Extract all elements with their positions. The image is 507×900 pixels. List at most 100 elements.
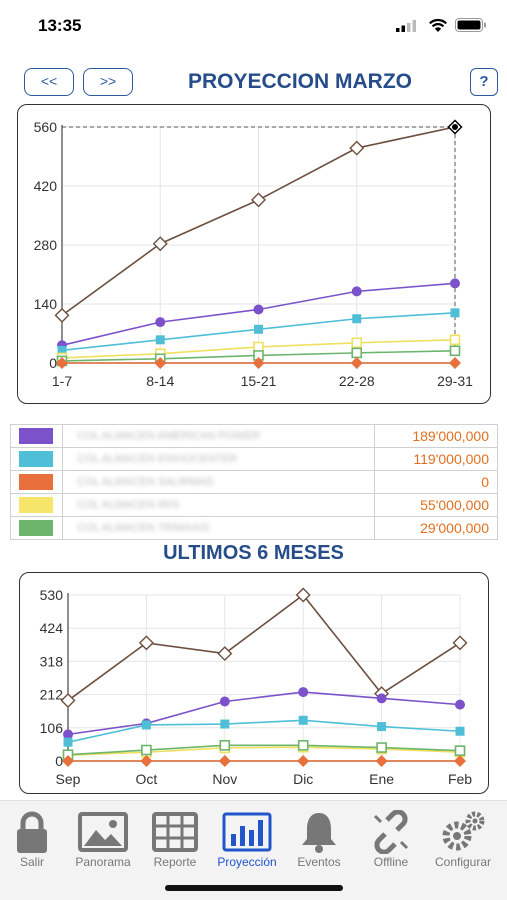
tab-label: Reporte bbox=[153, 855, 197, 869]
legend-color bbox=[19, 474, 53, 490]
y-tick-label: 318 bbox=[40, 653, 64, 669]
tab-label: Configurar bbox=[434, 855, 492, 869]
data-point bbox=[251, 192, 266, 208]
data-point bbox=[254, 324, 263, 334]
y-tick-label: 560 bbox=[34, 119, 58, 135]
x-tick-label: Feb bbox=[448, 771, 472, 787]
y-tick-label: 530 bbox=[40, 587, 64, 603]
legend-row: COL ALMACEN AMERICAN POWER 189'000,000 bbox=[10, 424, 498, 448]
legend-value: 189'000,000 bbox=[374, 424, 498, 448]
legend-row: COL ALMACEN SALIRMAS 0 bbox=[10, 470, 498, 494]
header-nav: << >> PROYECCION MARZO ? bbox=[0, 66, 507, 98]
data-point bbox=[63, 729, 73, 740]
data-point bbox=[450, 278, 460, 289]
y-tick-label: 212 bbox=[40, 687, 64, 703]
gear-icon bbox=[442, 811, 485, 851]
series-line bbox=[67, 593, 461, 702]
tab-label: Proyección bbox=[217, 855, 277, 869]
tab-offline[interactable]: Offline bbox=[359, 809, 423, 869]
legend-name: COL ALMACEN TRIMAXIS bbox=[62, 516, 375, 540]
data-point bbox=[376, 742, 387, 753]
data-point bbox=[377, 722, 387, 732]
data-point bbox=[455, 699, 465, 710]
data-point bbox=[298, 715, 308, 725]
x-tick-label: 22-28 bbox=[339, 373, 375, 389]
tab-panorama[interactable]: Panorama bbox=[71, 809, 135, 869]
data-point bbox=[154, 357, 167, 369]
six-months-chart: 0 106 212 318 424 530 Sep Oct Nov Dic Ene Feb bbox=[19, 572, 489, 794]
legend-row: COL ALMACEN ENVIOCENTER 119'000,000 bbox=[10, 447, 498, 471]
data-point bbox=[454, 755, 466, 767]
y-tick-label: 420 bbox=[34, 178, 58, 194]
data-point bbox=[350, 357, 363, 369]
data-point bbox=[60, 693, 76, 709]
six-months-chart-svg: 0 106 212 318 424 530 Sep Oct Nov Dic Ene Feb bbox=[40, 587, 473, 787]
y-tick-label: 106 bbox=[40, 720, 64, 736]
x-tick-label: 1-7 bbox=[52, 373, 72, 389]
legend-row: COL ALMACEN IRIS 55'000,000 bbox=[10, 493, 498, 517]
data-point bbox=[252, 357, 265, 369]
home-indicator bbox=[165, 885, 343, 891]
data-point bbox=[452, 635, 468, 651]
legend-name: COL ALMACEN ENVIOCENTER bbox=[62, 447, 375, 471]
selected-point-dot bbox=[452, 124, 458, 130]
status-bar: 13:35 bbox=[0, 0, 507, 50]
tab-proyeccion[interactable]: Proyección bbox=[215, 809, 279, 869]
page-title: PROYECCION MARZO bbox=[187, 70, 412, 93]
data-point bbox=[298, 687, 309, 698]
broken-link-icon bbox=[373, 810, 409, 854]
legend-value: 29'000,000 bbox=[374, 516, 498, 540]
legend-color bbox=[19, 451, 53, 467]
data-point bbox=[449, 334, 461, 346]
y-tick-label: 0 bbox=[55, 753, 63, 769]
data-point bbox=[141, 744, 152, 756]
x-tick-label: Nov bbox=[212, 771, 237, 787]
wifi-icon bbox=[429, 18, 447, 32]
x-tick-label: Ene bbox=[369, 771, 394, 787]
lock-icon bbox=[17, 811, 47, 853]
legend-value: 0 bbox=[374, 470, 498, 494]
legend-swatch bbox=[10, 516, 63, 540]
legend-color bbox=[19, 520, 53, 536]
data-point bbox=[57, 345, 67, 355]
legend-row: COL ALMACEN TRIMAXIS 29'000,000 bbox=[10, 516, 498, 540]
status-time: 13:35 bbox=[38, 16, 82, 35]
data-point bbox=[376, 693, 387, 704]
data-point bbox=[455, 726, 465, 736]
data-point bbox=[56, 357, 68, 369]
projection-chart: 0 140 280 420 560 1-7 8-14 15-21 22-28 29-31 bbox=[17, 104, 491, 404]
series-line bbox=[67, 744, 461, 756]
data-point bbox=[351, 347, 363, 359]
legend-swatch bbox=[10, 447, 63, 471]
signal-icon bbox=[396, 20, 416, 32]
data-point bbox=[141, 720, 151, 730]
data-point bbox=[297, 755, 310, 767]
tab-salir[interactable]: Salir bbox=[0, 809, 64, 869]
data-point bbox=[219, 740, 231, 751]
data-point bbox=[218, 755, 231, 767]
tab-configurar[interactable]: Configurar bbox=[431, 809, 495, 869]
data-point bbox=[155, 317, 166, 328]
legend-swatch bbox=[10, 424, 63, 448]
data-point bbox=[450, 308, 460, 318]
legend-value: 119'000,000 bbox=[374, 447, 498, 471]
next-month-button[interactable]: >> bbox=[83, 68, 133, 96]
tab-reporte[interactable]: Reporte bbox=[143, 809, 207, 869]
data-point bbox=[63, 737, 73, 747]
series-line bbox=[67, 691, 461, 736]
series-line bbox=[67, 719, 461, 743]
legend-color bbox=[19, 428, 53, 444]
data-point bbox=[217, 646, 233, 662]
previous-month-button[interactable]: << bbox=[24, 68, 74, 96]
help-button[interactable]: ? bbox=[470, 68, 498, 96]
tab-label: Panorama bbox=[75, 855, 131, 869]
tab-eventos[interactable]: Eventos bbox=[287, 809, 351, 869]
data-point bbox=[220, 719, 230, 729]
data-point bbox=[351, 337, 363, 349]
y-tick-label: 0 bbox=[49, 355, 57, 371]
table-icon bbox=[152, 812, 198, 852]
x-tick-label: Oct bbox=[136, 771, 158, 787]
legend-name: COL ALMACEN AMERICAN POWER bbox=[62, 424, 375, 448]
projection-chart-svg: 0 140 280 420 560 1-7 8-14 15-21 22-28 29-31 bbox=[34, 119, 473, 389]
data-point bbox=[351, 286, 362, 297]
